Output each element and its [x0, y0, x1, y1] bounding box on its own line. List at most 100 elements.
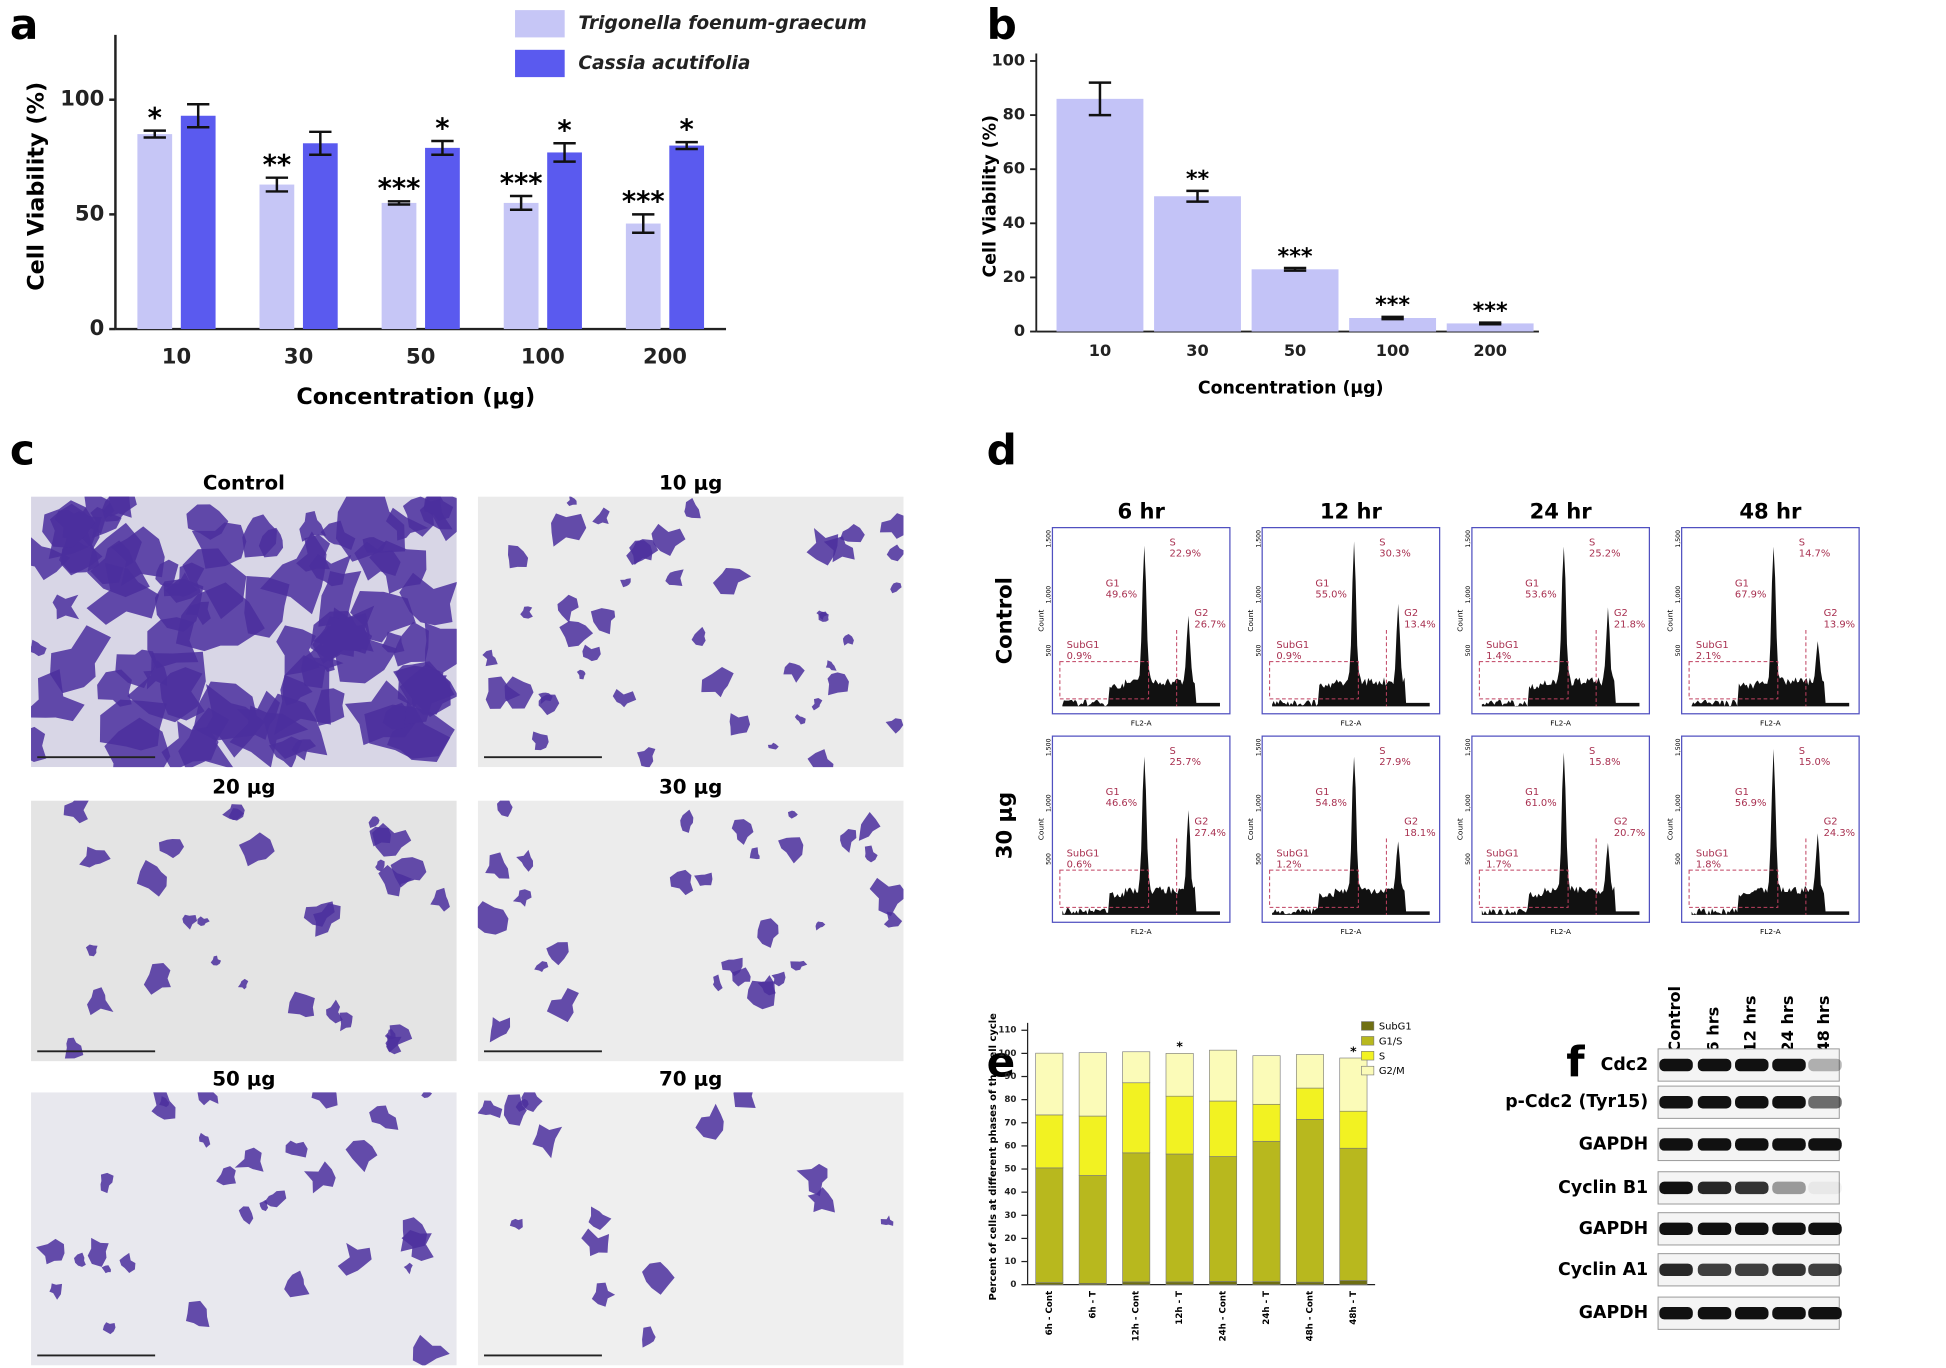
axis-title: Count	[1246, 610, 1255, 632]
cell-cluster	[842, 634, 854, 646]
gate	[1688, 869, 1779, 908]
phase-percent: 67.9%	[1735, 590, 1766, 601]
phase-percent: 26.7%	[1194, 619, 1225, 630]
micrograph-label: 50 μg	[212, 1067, 275, 1090]
blot-band	[1697, 1096, 1732, 1109]
cell-cluster	[546, 987, 579, 1023]
blot-band	[1808, 1263, 1842, 1276]
cell-cluster	[807, 749, 834, 768]
cell-cluster	[31, 537, 70, 581]
bar-segment	[1122, 1051, 1151, 1084]
axis-title: FL2-A	[1131, 927, 1153, 936]
blot-band	[1808, 1096, 1842, 1109]
cell-cluster	[401, 1230, 434, 1261]
x-tick-label: 30	[284, 344, 313, 369]
y-tick-label: 100	[60, 86, 104, 111]
y-tick-label: 60	[1003, 159, 1025, 178]
phase-label: S	[1379, 538, 1385, 549]
cell-cluster	[796, 1163, 828, 1197]
bar-segment	[1295, 1281, 1324, 1285]
phase-label: SubG1	[1486, 640, 1519, 651]
y-tick-label: 500	[1675, 853, 1682, 865]
bar-segment	[1339, 1147, 1368, 1281]
y-tick-label: 80	[1003, 105, 1025, 124]
y-tick-label: 100	[998, 1049, 1016, 1059]
lane-label: 48 hrs	[1814, 996, 1833, 1053]
significance: *	[557, 116, 571, 147]
x-tick-label: 200	[1473, 341, 1507, 360]
y-tick-label: 1,000	[1255, 586, 1262, 604]
axis-title: Count	[1036, 818, 1045, 840]
cell-cluster	[326, 999, 343, 1024]
cell-cluster	[136, 860, 167, 897]
phase-label: G1	[1735, 578, 1749, 589]
y-tick-label: 500	[1046, 853, 1053, 865]
cell-cluster	[424, 496, 454, 521]
phase-label: G1	[1106, 578, 1120, 589]
phase-percent: 54.8%	[1315, 798, 1346, 809]
phase-percent: 1.7%	[1486, 860, 1511, 871]
cell-cluster	[87, 987, 114, 1016]
cell-cluster	[399, 663, 455, 725]
cell-cluster	[869, 877, 904, 917]
phase-percent: 1.4%	[1486, 651, 1511, 662]
y-axis-title: Cell Viability (%)	[24, 82, 50, 291]
cell-cluster	[63, 800, 89, 824]
phase-label: SubG1	[1696, 640, 1729, 651]
blot-band	[1659, 1096, 1693, 1109]
cell-cluster	[102, 1322, 116, 1335]
legend-label: G1/S	[1379, 1036, 1403, 1047]
x-tick-label: 10	[1089, 341, 1111, 360]
cell-cluster	[185, 1300, 210, 1327]
cell-cluster	[721, 957, 743, 977]
y-tick-label: 50	[1004, 1165, 1016, 1175]
cell-cluster	[375, 859, 385, 872]
axis-title: FL2-A	[1341, 927, 1363, 936]
cell-cluster	[729, 713, 751, 736]
phase-label: G2	[1824, 817, 1838, 828]
cell-cluster	[100, 1172, 114, 1194]
legend-label: SubG1	[1379, 1022, 1412, 1033]
cell-cluster	[158, 838, 185, 859]
phase-percent: 25.7%	[1170, 757, 1201, 768]
y-tick-label: 500	[1465, 853, 1472, 865]
blot-band	[1735, 1222, 1769, 1236]
phase-label: SubG1	[1067, 640, 1100, 651]
phase-percent: 1.2%	[1276, 860, 1301, 871]
bar-segment	[1165, 1053, 1194, 1097]
panel-letter: f	[1566, 1038, 1585, 1087]
cell-cluster	[49, 1283, 63, 1300]
cell-cluster	[840, 523, 865, 543]
blot-band	[1808, 1058, 1842, 1072]
cell-cluster	[521, 1092, 543, 1113]
cell-cluster	[485, 852, 510, 879]
y-tick-label: 500	[1255, 853, 1262, 865]
y-tick-label: 1,500	[1255, 738, 1262, 756]
blot-label: Cdc2	[1601, 1055, 1649, 1075]
cell-cluster	[712, 974, 723, 992]
cell-cluster	[238, 832, 275, 867]
bar-segment	[1209, 1281, 1238, 1285]
y-tick-label: 1,500	[1046, 530, 1053, 548]
cell-cluster	[64, 1037, 84, 1059]
blot-band	[1772, 1138, 1806, 1151]
gate	[1269, 661, 1359, 700]
blot-band	[1697, 1138, 1732, 1151]
y-tick-label: 110	[998, 1026, 1016, 1036]
y-tick-label: 1,500	[1675, 738, 1682, 756]
bar	[137, 134, 173, 330]
cell-cluster	[590, 608, 616, 635]
phase-label: S	[1170, 538, 1176, 549]
axis-title: FL2-A	[1341, 719, 1363, 728]
y-tick-label: 80	[1004, 1095, 1016, 1105]
bar-segment	[1209, 1049, 1238, 1102]
y-tick-label: 1,000	[1255, 794, 1262, 812]
significance: ***	[378, 174, 421, 205]
cell-cluster	[747, 980, 776, 1010]
cell-cluster	[684, 497, 701, 519]
cell-cluster	[731, 819, 754, 845]
blot-label: Cyclin B1	[1558, 1178, 1648, 1198]
cell-cluster	[339, 1012, 353, 1032]
bar-segment	[1252, 1281, 1281, 1285]
